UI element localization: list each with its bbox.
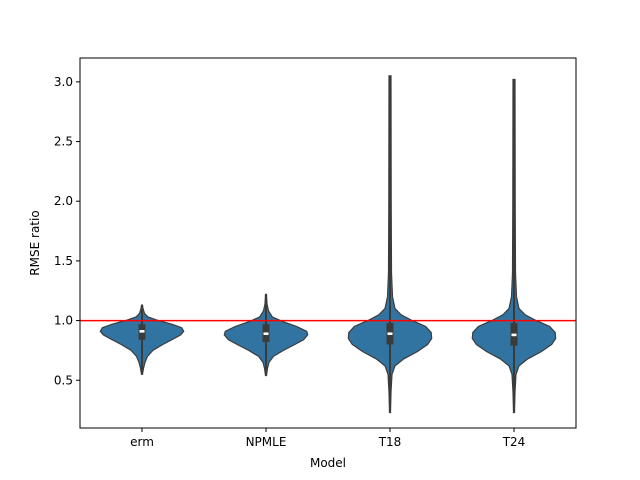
y-tick-label: 0.5 <box>54 373 73 387</box>
y-tick-label: 3.0 <box>54 75 73 89</box>
median-marker-NPMLE <box>263 332 269 336</box>
y-axis-title: RMSE ratio <box>28 210 42 275</box>
x-tick-label-T18: T18 <box>378 435 402 449</box>
x-tick-label-T24: T24 <box>502 435 526 449</box>
x-tick-label-erm: erm <box>130 435 154 449</box>
x-axis-title: Model <box>310 456 346 470</box>
median-marker-T24 <box>511 333 517 337</box>
median-marker-erm <box>139 330 145 333</box>
violins-layer <box>99 75 557 414</box>
plot-frame <box>79 57 577 429</box>
y-tick-label: 2.0 <box>54 194 73 208</box>
x-tick-label-NPMLE: NPMLE <box>246 435 287 449</box>
x-axis-ticks: erm NPMLE T18 T24 <box>130 428 525 449</box>
y-tick-label: 1.5 <box>54 254 73 268</box>
median-marker-T18 <box>387 332 393 336</box>
y-axis-ticks: 0.5 1.0 1.5 2.0 2.5 3.0 <box>54 75 80 387</box>
y-tick-label: 1.0 <box>54 314 73 328</box>
y-tick-label: 2.5 <box>54 135 73 149</box>
